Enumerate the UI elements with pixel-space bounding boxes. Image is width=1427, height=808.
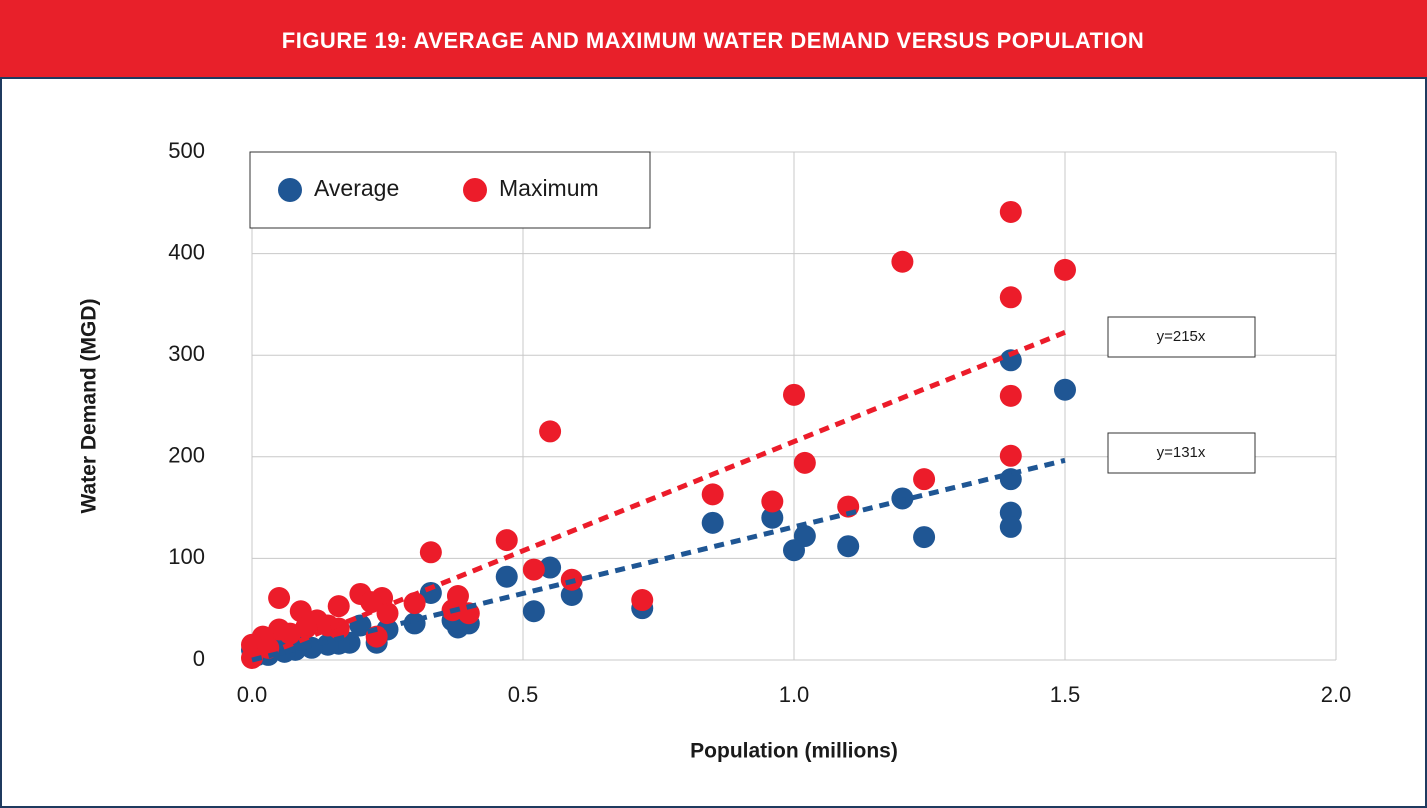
legend-label: Average	[314, 175, 399, 201]
point	[761, 506, 784, 529]
point	[1054, 378, 1076, 401]
point	[999, 444, 1022, 467]
point	[701, 511, 724, 534]
x-tick-label: 2.0	[1321, 682, 1352, 707]
legend-marker	[463, 178, 487, 202]
point	[268, 587, 291, 610]
point	[999, 349, 1022, 372]
point	[631, 589, 654, 612]
x-tick-label: 0.0	[237, 682, 268, 707]
legend-marker	[278, 178, 302, 202]
point	[837, 535, 860, 558]
point	[539, 420, 562, 443]
y-tick-label: 300	[168, 341, 205, 366]
x-axis-label: Population (millions)	[690, 740, 898, 763]
trendline-label: y=131x	[1157, 444, 1206, 461]
trendline-label-box	[1107, 432, 1256, 474]
y-tick-label: 200	[168, 443, 205, 468]
point	[495, 565, 518, 588]
point	[701, 483, 724, 506]
x-tick-label: 1.5	[1050, 682, 1081, 707]
y-axis-label: Water Demand (MGD)	[78, 298, 101, 513]
y-tick-label: 0	[193, 646, 205, 671]
x-tick-label: 1.0	[779, 682, 810, 707]
trendline-label-box	[1107, 316, 1256, 358]
frame	[0, 77, 1427, 808]
point	[999, 286, 1022, 309]
point	[327, 617, 350, 640]
legend-label: Maximum	[499, 175, 599, 201]
point	[999, 515, 1022, 538]
y-tick-label: 400	[168, 239, 205, 264]
legend-box	[249, 151, 651, 229]
point	[522, 600, 545, 623]
point	[999, 200, 1022, 223]
point	[1054, 258, 1076, 281]
point	[539, 556, 562, 579]
point	[913, 468, 936, 491]
point	[495, 529, 518, 552]
point	[891, 250, 914, 273]
point	[913, 526, 936, 549]
point	[783, 383, 805, 406]
point	[316, 633, 339, 656]
point	[360, 591, 383, 614]
point	[419, 541, 442, 564]
point	[999, 384, 1022, 407]
chart-title: FIGURE 19: AVERAGE AND MAXIMUM WATER DEM…	[282, 28, 1144, 53]
header-band	[0, 0, 1427, 78]
point	[522, 558, 545, 581]
y-tick-label: 100	[168, 544, 205, 569]
point	[761, 490, 784, 513]
x-tick-label: 0.5	[508, 682, 539, 707]
point	[783, 539, 805, 562]
point	[327, 595, 350, 618]
trendline	[251, 457, 1066, 663]
point	[560, 583, 583, 606]
point	[793, 451, 816, 474]
trendline-label: y=215x	[1157, 328, 1206, 345]
y-tick-label: 500	[168, 138, 205, 163]
point	[403, 592, 426, 615]
